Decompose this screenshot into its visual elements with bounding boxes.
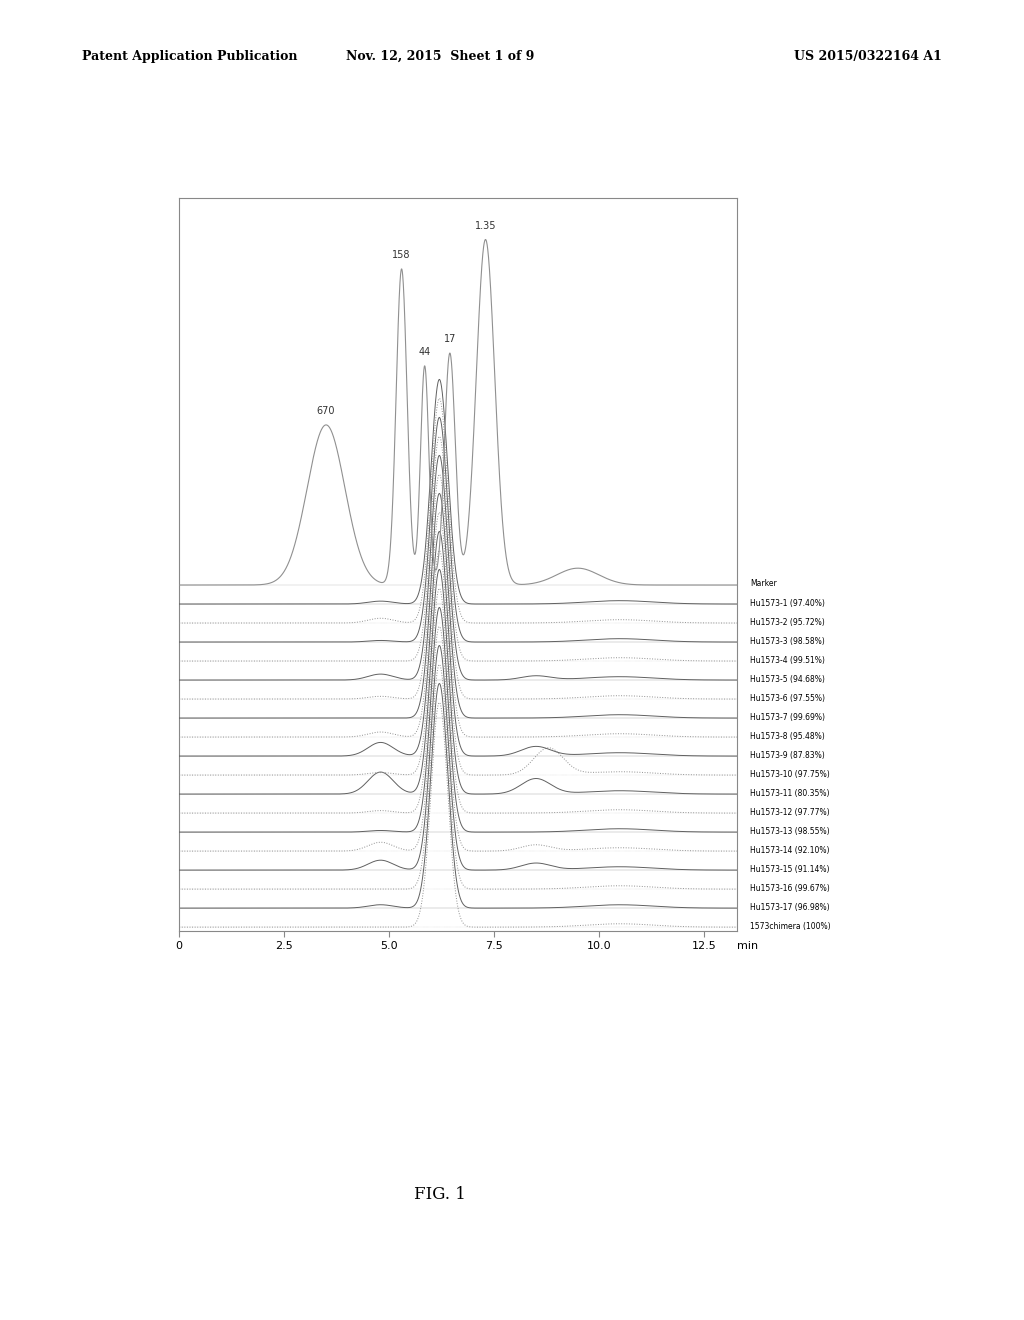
Text: Hu1573-4 (99.51%): Hu1573-4 (99.51%) [750,656,824,664]
Text: 44: 44 [419,347,431,358]
Text: Hu1573-17 (96.98%): Hu1573-17 (96.98%) [750,903,829,912]
Text: Hu1573-1 (97.40%): Hu1573-1 (97.40%) [750,598,824,607]
Text: 17: 17 [443,334,456,345]
Text: Hu1573-8 (95.48%): Hu1573-8 (95.48%) [750,731,824,741]
Text: Patent Application Publication: Patent Application Publication [82,50,297,63]
Text: Hu1573-7 (99.69%): Hu1573-7 (99.69%) [750,713,825,722]
Text: Nov. 12, 2015  Sheet 1 of 9: Nov. 12, 2015 Sheet 1 of 9 [346,50,535,63]
Text: Hu1573-13 (98.55%): Hu1573-13 (98.55%) [750,826,829,836]
Text: Hu1573-14 (92.10%): Hu1573-14 (92.10%) [750,846,829,854]
Text: Hu1573-6 (97.55%): Hu1573-6 (97.55%) [750,693,825,702]
Text: Hu1573-15 (91.14%): Hu1573-15 (91.14%) [750,865,829,874]
Text: FIG. 1: FIG. 1 [415,1187,466,1203]
Text: min: min [737,941,759,950]
Text: Hu1573-16 (99.67%): Hu1573-16 (99.67%) [750,883,829,892]
Text: Hu1573-9 (87.83%): Hu1573-9 (87.83%) [750,751,824,759]
Text: 1.35: 1.35 [475,220,497,231]
Text: Hu1573-3 (98.58%): Hu1573-3 (98.58%) [750,636,824,645]
Text: Hu1573-2 (95.72%): Hu1573-2 (95.72%) [750,618,824,627]
Text: US 2015/0322164 A1: US 2015/0322164 A1 [795,50,942,63]
Text: 670: 670 [316,407,335,416]
Text: 1573chimera (100%): 1573chimera (100%) [750,921,830,931]
Text: Hu1573-11 (80.35%): Hu1573-11 (80.35%) [750,788,829,797]
Text: Hu1573-5 (94.68%): Hu1573-5 (94.68%) [750,675,824,684]
Text: Hu1573-12 (97.77%): Hu1573-12 (97.77%) [750,808,829,817]
Text: Hu1573-10 (97.75%): Hu1573-10 (97.75%) [750,770,829,779]
Text: 158: 158 [392,251,411,260]
Text: Marker: Marker [750,579,776,589]
